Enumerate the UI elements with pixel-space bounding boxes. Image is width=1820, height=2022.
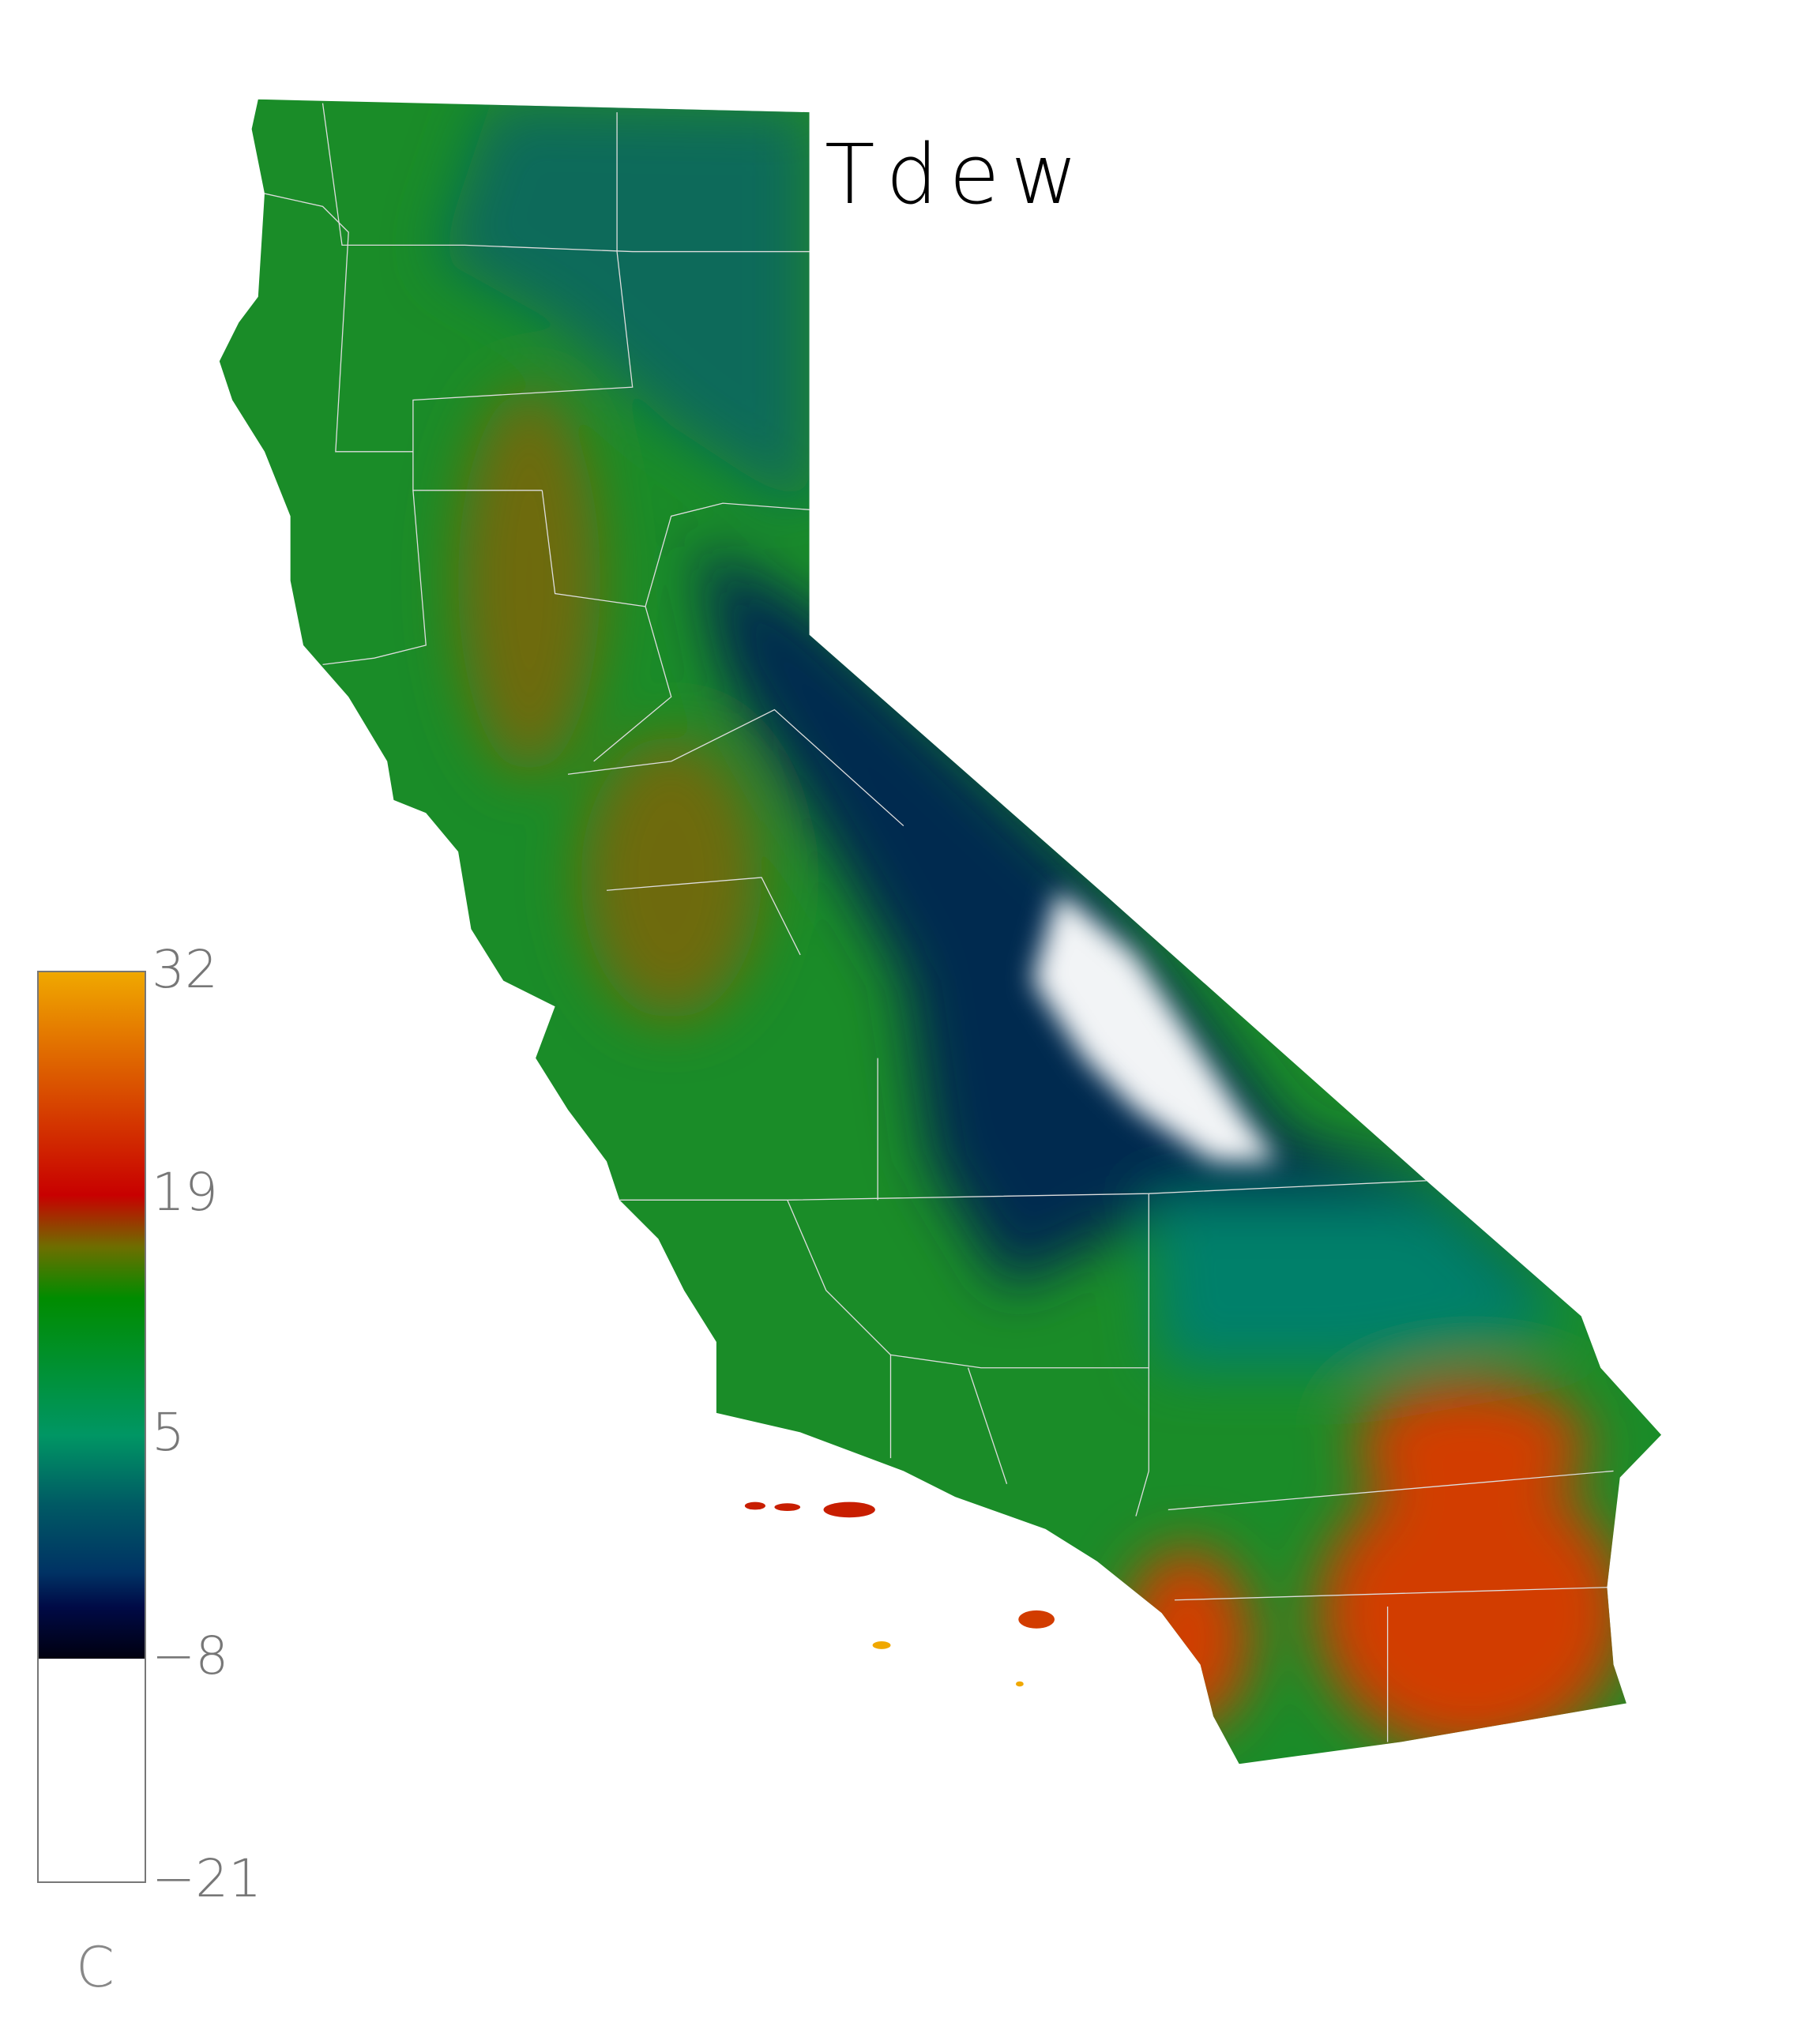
colorbar-tick: −21 — [152, 1848, 262, 1909]
colorbar-gradient — [39, 972, 145, 1659]
south-coast — [1122, 1548, 1253, 1730]
desert-south — [1316, 1471, 1626, 1755]
central-valley — [458, 387, 600, 775]
colorbar-tick: 32 — [152, 939, 218, 1000]
desert-east — [1355, 1381, 1588, 1510]
county-lines — [264, 103, 1614, 1742]
colorbar-tick: 19 — [152, 1162, 218, 1223]
colorbar-unit: C — [76, 1935, 115, 2000]
colorbar — [37, 971, 146, 1883]
below-range-patches — [1032, 890, 1278, 1162]
central-valley-south — [581, 735, 762, 1020]
mojave — [1149, 1200, 1575, 1368]
channel-islands — [744, 1501, 1055, 1687]
colorbar-tick: −8 — [152, 1625, 229, 1686]
colorbar-tick: 5 — [152, 1402, 185, 1464]
sierra-nevada — [697, 542, 1549, 1291]
map-title: Tdew — [825, 126, 1089, 223]
